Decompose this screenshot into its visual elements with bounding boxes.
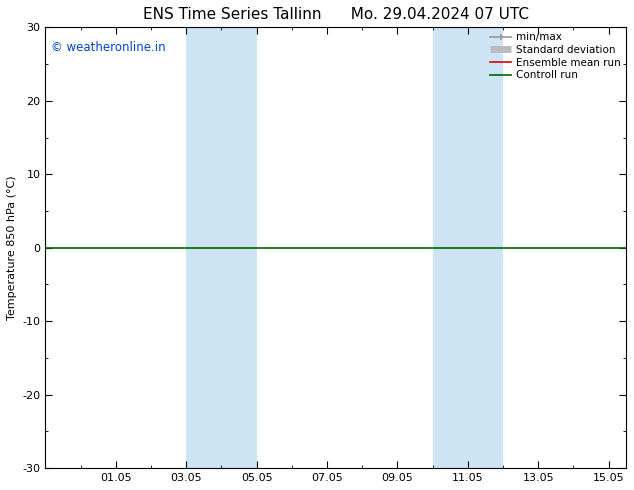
- Legend: min/max, Standard deviation, Ensemble mean run, Controll run: min/max, Standard deviation, Ensemble me…: [488, 30, 623, 82]
- Y-axis label: Temperature 850 hPa (°C): Temperature 850 hPa (°C): [7, 175, 17, 320]
- Bar: [186, 27, 257, 468]
- Text: © weatheronline.in: © weatheronline.in: [51, 41, 166, 53]
- Bar: [432, 27, 503, 468]
- Title: ENS Time Series Tallinn      Mo. 29.04.2024 07 UTC: ENS Time Series Tallinn Mo. 29.04.2024 0…: [143, 7, 529, 22]
